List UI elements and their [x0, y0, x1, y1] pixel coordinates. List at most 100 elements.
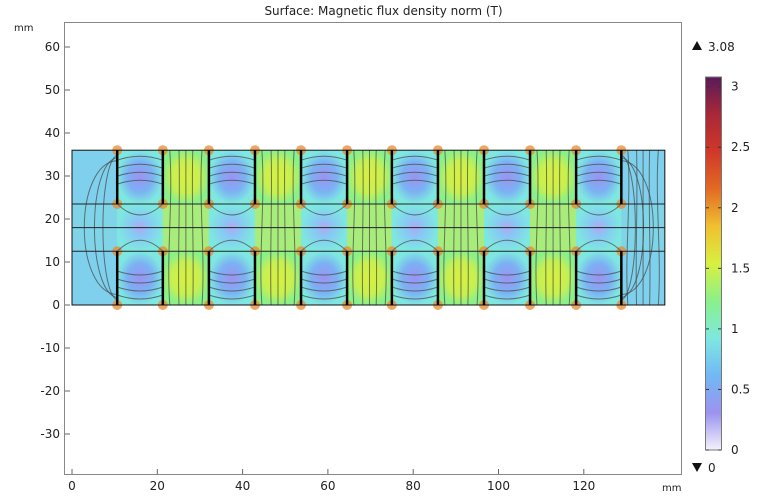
y-tick-label: 10 [45, 255, 60, 269]
streamline [300, 270, 348, 276]
colorbar-tick-label: 1.5 [731, 261, 750, 275]
y-tick-label: -20 [40, 384, 60, 398]
streamline [575, 239, 622, 252]
x-tick-label: 120 [572, 479, 595, 493]
colorbar-tick-label: 0 [731, 443, 739, 457]
streamline [575, 286, 622, 292]
surface-region [391, 150, 438, 204]
surface-region [576, 150, 622, 204]
surface-region [391, 251, 438, 305]
streamline [208, 155, 256, 161]
streamline [575, 278, 622, 284]
streamline [483, 294, 531, 300]
streamline [575, 270, 622, 276]
streamline [208, 203, 256, 216]
y-axis-unit: mm [14, 23, 33, 34]
axes: 0 20 40 60 80 100 120 -30 -20 -10 0 10 20 30 40 50 60 mm m… [14, 22, 682, 494]
x-tick-label: 80 [406, 479, 421, 493]
plot-title: Surface: Magnetic flux density norm (T) [264, 4, 503, 18]
streamline [483, 171, 531, 177]
streamline [117, 294, 164, 300]
y-tick-label: -30 [40, 427, 60, 441]
streamline [391, 239, 439, 252]
colorbar-tick-label: 3 [731, 80, 739, 94]
streamline [391, 203, 439, 216]
surface-region [483, 150, 531, 204]
streamline [300, 203, 348, 216]
surface-region [208, 150, 255, 204]
streamline [483, 239, 531, 252]
streamline [483, 286, 531, 292]
streamline [391, 155, 439, 161]
streamline [208, 171, 256, 177]
y-tick-label: 0 [52, 298, 60, 312]
x-tick-label: 100 [487, 479, 510, 493]
streamline [300, 278, 348, 284]
surface-region [208, 251, 255, 305]
colorbar-tick-label: 2.5 [731, 140, 750, 154]
y-tick-label: 60 [45, 40, 60, 54]
x-tick-label: 60 [320, 479, 335, 493]
streamline [391, 163, 439, 169]
streamline [391, 286, 439, 292]
y-tick-label: 20 [45, 212, 60, 226]
colorbar-tick-label: 0.5 [731, 382, 750, 396]
surface-region [576, 251, 622, 305]
streamline [300, 286, 348, 292]
surface-region [483, 251, 531, 305]
streamline [575, 155, 622, 161]
streamline [208, 278, 256, 284]
streamline [117, 270, 164, 276]
surface-region [301, 251, 348, 305]
streamline [117, 286, 164, 292]
streamline [575, 203, 622, 216]
streamline [575, 179, 622, 185]
streamline [116, 239, 164, 252]
streamline [391, 294, 439, 300]
streamline [483, 203, 531, 216]
streamline [300, 294, 348, 300]
surface-region [117, 251, 163, 305]
colorbar-tick-label: 1 [731, 322, 739, 336]
streamline [483, 179, 531, 185]
streamline [483, 155, 531, 161]
colorbar-max-label: 3.08 [708, 40, 735, 54]
min-triangle-icon [692, 463, 702, 472]
x-axis-unit: mm [662, 483, 681, 494]
x-tick-label: 0 [68, 479, 76, 493]
x-tick-label: 20 [150, 479, 165, 493]
colorbar-min-label: 0 [708, 461, 716, 475]
x-tick-label: 40 [235, 479, 250, 493]
streamline [117, 155, 164, 161]
streamline [575, 294, 622, 300]
y-tick-label: 40 [45, 126, 60, 140]
streamline [300, 163, 348, 169]
streamline [208, 179, 256, 185]
streamline [391, 179, 439, 185]
streamline [483, 163, 531, 169]
streamline [391, 171, 439, 177]
axes-frame [64, 22, 682, 475]
streamline [391, 278, 439, 284]
y-tick-label: 30 [45, 169, 60, 183]
streamline [208, 163, 256, 169]
max-triangle-icon [692, 41, 702, 50]
surface-region [117, 150, 163, 204]
streamline [117, 278, 164, 284]
streamline [575, 171, 622, 177]
colorbar-tick-label: 2 [731, 201, 739, 215]
streamline [208, 294, 256, 300]
colorbar-gradient [705, 76, 722, 451]
streamline [117, 171, 164, 177]
streamline [483, 278, 531, 284]
streamline [391, 270, 439, 276]
geometry-edges [71, 149, 666, 306]
streamline [300, 179, 348, 185]
streamline [300, 239, 348, 252]
streamline [575, 163, 622, 169]
y-tick-label: 50 [45, 83, 60, 97]
streamline [208, 239, 256, 252]
streamline [117, 163, 164, 169]
streamline [116, 203, 164, 216]
